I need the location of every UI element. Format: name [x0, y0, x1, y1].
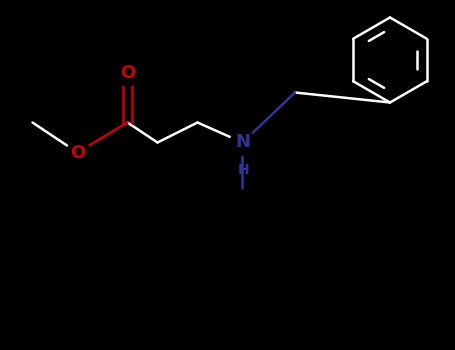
Point — [124, 70, 131, 75]
Text: N: N — [235, 133, 250, 152]
Point — [239, 140, 246, 145]
Text: O: O — [120, 63, 135, 82]
Point — [74, 150, 81, 155]
Text: O: O — [70, 144, 85, 161]
Text: H: H — [238, 163, 249, 177]
